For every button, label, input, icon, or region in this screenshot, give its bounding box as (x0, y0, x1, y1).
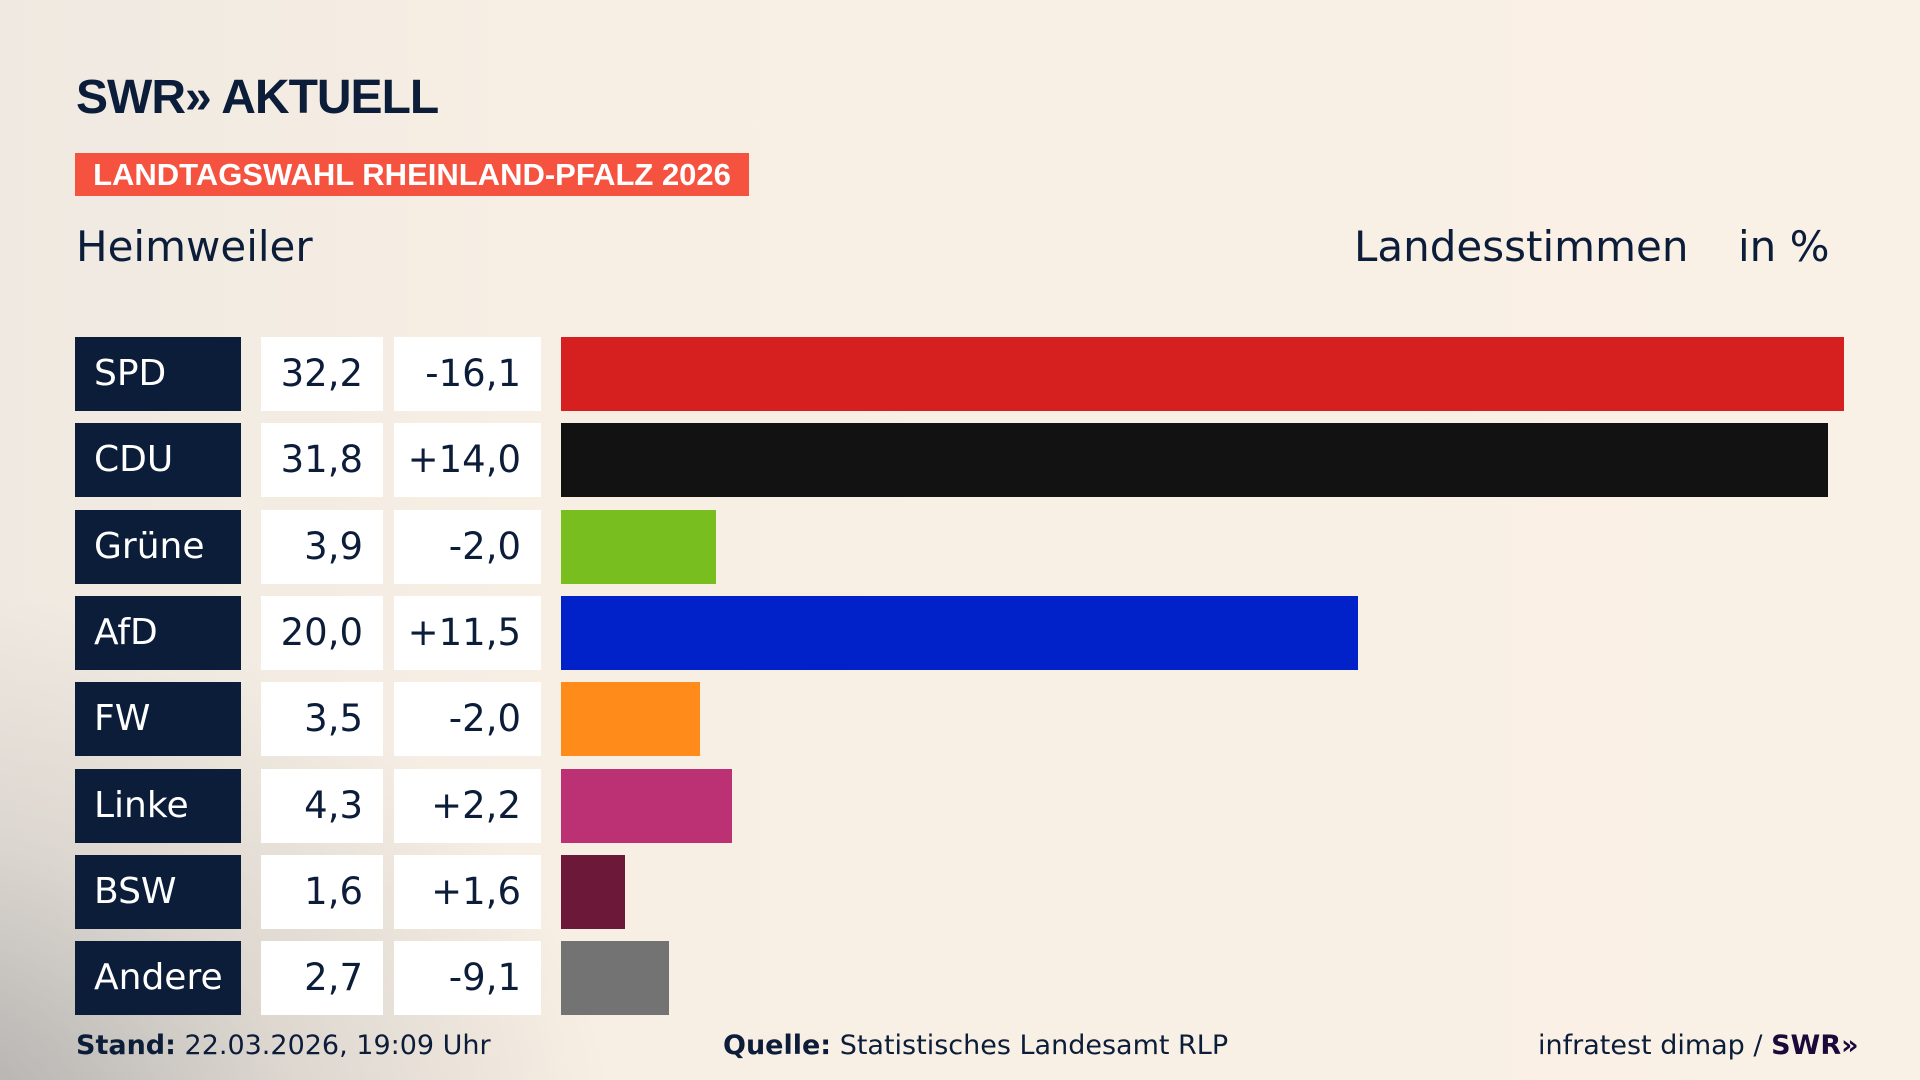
diff-label: -9,1 (394, 941, 541, 1016)
result-row: Linke 4,3 +2,2 (0, 768, 1920, 843)
stand-label: Stand: (76, 1030, 176, 1061)
swr-logo: SWR» (1771, 1030, 1859, 1061)
swr-aktuell-logo: SWR» AKTUELL (76, 71, 439, 124)
bar-cdu (561, 423, 1829, 498)
bar-bsw (561, 854, 625, 929)
party-label: BSW (75, 854, 241, 929)
result-row: AfD 20,0 +11,5 (0, 595, 1920, 670)
source: Quelle: Statistisches Landesamt RLP (723, 1030, 1228, 1061)
diff-label: -16,1 (394, 337, 541, 411)
value-label: 20,0 (261, 595, 383, 670)
bar-fw (561, 682, 701, 757)
bar-spd (561, 337, 1844, 411)
result-row: BSW 1,6 +1,6 (0, 854, 1920, 929)
election-banner: LANDTAGSWAHL RHEINLAND-PFALZ 2026 (75, 153, 749, 196)
measure-label: Landesstimmen (1354, 222, 1689, 271)
party-label: FW (75, 682, 241, 757)
bar-andere (561, 941, 669, 1016)
diff-label: +14,0 (394, 423, 541, 498)
diff-label: -2,0 (394, 509, 541, 584)
diff-label: +1,6 (394, 854, 541, 929)
stand-value: 22.03.2026, 19:09 Uhr (184, 1030, 491, 1061)
value-label: 3,9 (261, 509, 383, 584)
credit: infratest dimap / SWR» (1538, 1030, 1859, 1061)
value-label: 1,6 (261, 854, 383, 929)
unit-label: in % (1738, 222, 1830, 271)
bar-linke (561, 768, 733, 843)
diff-label: +11,5 (394, 595, 541, 670)
result-row: FW 3,5 -2,0 (0, 682, 1920, 757)
credit-text: infratest dimap / (1538, 1030, 1763, 1061)
value-label: 32,2 (261, 337, 383, 411)
timestamp: Stand: 22.03.2026, 19:09 Uhr (76, 1030, 491, 1061)
bar-afd (561, 595, 1358, 670)
diff-label: -2,0 (394, 682, 541, 757)
value-label: 4,3 (261, 768, 383, 843)
value-label: 2,7 (261, 941, 383, 1016)
bar-grüne (561, 509, 717, 584)
party-label: SPD (75, 337, 241, 411)
value-label: 31,8 (261, 423, 383, 498)
party-label: Andere (75, 941, 241, 1016)
result-row: CDU 31,8 +14,0 (0, 423, 1920, 498)
diff-label: +2,2 (394, 768, 541, 843)
source-value: Statistisches Landesamt RLP (839, 1030, 1229, 1061)
result-row: Grüne 3,9 -2,0 (0, 509, 1920, 584)
party-label: AfD (75, 595, 241, 670)
value-label: 3,5 (261, 682, 383, 757)
party-label: CDU (75, 423, 241, 498)
result-row: Andere 2,7 -9,1 (0, 941, 1920, 1016)
place-title: Heimweiler (76, 222, 313, 271)
source-label: Quelle: (723, 1030, 832, 1061)
party-label: Grüne (75, 509, 241, 584)
party-label: Linke (75, 768, 241, 843)
result-row: SPD 32,2 -16,1 (0, 337, 1920, 411)
